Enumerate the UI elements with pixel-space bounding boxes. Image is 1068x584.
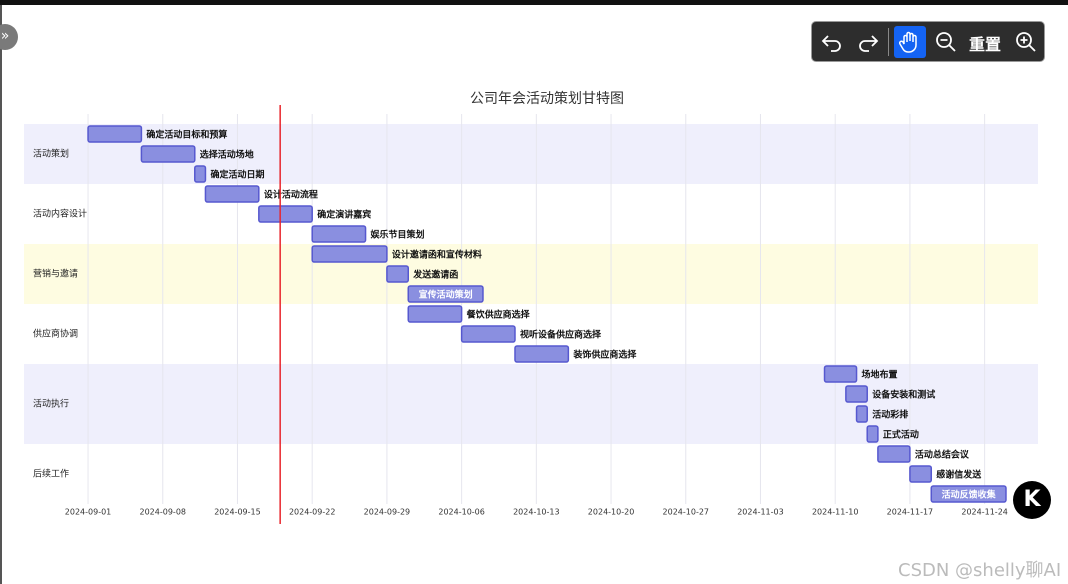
task-bar	[930, 485, 1007, 503]
task-label: 活动总结会议	[915, 449, 970, 461]
task-bar	[311, 245, 388, 263]
task-label: 设备安装和测试	[872, 389, 935, 401]
left-edge	[0, 5, 2, 584]
x-tick-label: 2024-09-08	[140, 508, 187, 517]
task-label: 场地布置	[862, 369, 898, 381]
section-band	[24, 444, 1038, 504]
x-tick-label: 2024-11-24	[961, 508, 1008, 517]
chart-title: 公司年会活动策划甘特图	[470, 90, 624, 107]
x-tick-label: 2024-09-22	[289, 508, 336, 517]
x-tick-label: 2024-10-13	[513, 508, 560, 517]
task-label: 确定演讲嘉宾	[317, 209, 371, 221]
pan-button[interactable]	[894, 26, 926, 58]
task-label: 视听设备供应商选择	[520, 329, 602, 341]
task-label: 发送邀请函	[412, 269, 458, 281]
task-bar	[140, 145, 196, 163]
section-label: 营销与邀请	[33, 268, 78, 280]
task-bar	[204, 185, 260, 203]
undo-button[interactable]	[820, 30, 844, 54]
task-bar	[845, 385, 868, 403]
section-label: 活动执行	[33, 398, 69, 410]
task-label: 娱乐节目策划	[371, 229, 425, 241]
task-label: 餐饮供应商选择	[466, 309, 531, 321]
section-band	[24, 244, 1038, 304]
task-bar	[386, 265, 410, 283]
task-bar	[823, 365, 858, 383]
task-bar	[407, 305, 463, 323]
task-label: 活动彩排	[872, 409, 908, 421]
watermark: CSDN @shelly聊AI	[898, 560, 1062, 581]
zoom-out-button[interactable]	[934, 30, 958, 54]
section-band	[24, 184, 1038, 244]
task-bar	[855, 405, 868, 423]
task-bar	[514, 345, 570, 363]
task-bar	[311, 225, 367, 243]
x-tick-label: 2024-09-29	[364, 508, 411, 517]
x-tick-label: 2024-10-06	[438, 508, 485, 517]
task-bar	[407, 285, 484, 303]
divider	[888, 28, 889, 56]
logo-button[interactable]: K	[1013, 481, 1051, 519]
task-bar	[194, 165, 207, 183]
task-label: 装饰供应商选择	[572, 349, 637, 361]
task-label: 正式活动	[883, 429, 919, 441]
toolbar: 重置	[811, 21, 1045, 62]
x-tick-label: 2024-09-15	[214, 508, 261, 517]
x-tick-label: 2024-11-03	[737, 508, 784, 517]
task-bar	[909, 465, 933, 483]
task-bar	[460, 325, 516, 343]
task-label: 宣传活动策划	[419, 289, 473, 301]
x-tick-label: 2024-10-27	[663, 508, 710, 517]
task-label: 感谢信发送	[936, 469, 982, 481]
section-label: 活动内容设计	[33, 208, 87, 220]
x-tick-label: 2024-10-20	[588, 508, 635, 517]
task-bar	[877, 445, 911, 463]
task-bar	[258, 205, 313, 223]
zoom-in-button[interactable]	[1014, 30, 1038, 54]
section-label: 活动策划	[33, 148, 69, 160]
task-bar	[866, 425, 879, 443]
x-tick-label: 2024-09-01	[65, 508, 112, 517]
task-label: 确定活动目标和预算	[146, 129, 227, 141]
x-tick-label: 2024-11-17	[887, 508, 934, 517]
redo-button[interactable]	[856, 30, 880, 54]
task-label: 确定活动日期	[210, 169, 264, 181]
sidebar-toggle[interactable]: »	[0, 24, 18, 50]
task-label: 设计活动流程	[264, 189, 318, 201]
x-tick-label: 2024-11-10	[812, 508, 859, 517]
top-bar	[0, 0, 1068, 5]
task-label: 设计邀请函和宣传材料	[392, 249, 482, 261]
section-label: 供应商协调	[33, 328, 78, 340]
task-label: 活动反馈收集	[942, 489, 997, 501]
task-bar	[87, 125, 143, 143]
reset-button[interactable]: 重置	[969, 35, 1002, 54]
task-label: 选择活动场地	[200, 149, 254, 161]
section-label: 后续工作	[33, 468, 69, 480]
